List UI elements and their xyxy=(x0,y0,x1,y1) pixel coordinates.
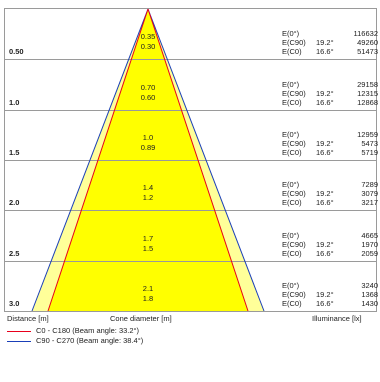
ec90-value: 3079 xyxy=(361,189,378,199)
ec0-value: 1430 xyxy=(361,298,378,308)
ec90-label: E(C90) xyxy=(282,138,306,148)
ec0-angle: 16.6° xyxy=(316,298,334,308)
ec0-label: E(C0) xyxy=(282,47,302,57)
ec0-value: 12868 xyxy=(357,97,378,107)
ec90-label: E(C90) xyxy=(282,239,306,249)
cone-c90-right-edge xyxy=(147,8,265,312)
c0-diameter-value: 0.30 xyxy=(140,42,156,52)
cone-c0-right-edge xyxy=(147,8,249,312)
legend-c90-swatch xyxy=(7,341,31,342)
ec90-label: E(C90) xyxy=(282,189,306,199)
c0-diameter-value: 1.8 xyxy=(142,293,154,303)
distance-value: 2.0 xyxy=(9,198,20,208)
distance-value: 2.5 xyxy=(9,248,20,258)
cone-c90-left-edge xyxy=(31,8,149,312)
ec0-angle: 16.6° xyxy=(316,97,334,107)
ec90-value: 49260 xyxy=(357,38,378,48)
ec90-angle: 19.2° xyxy=(316,138,334,148)
c90-diameter-value: 0.35 xyxy=(140,32,156,42)
legend-c0-text: C0 - C180 (Beam angle: 33.2°) xyxy=(36,326,140,335)
cone-diameter-label: Cone diameter [m] xyxy=(110,314,172,323)
ec90-angle: 19.2° xyxy=(316,289,334,299)
distance-axis-label: Distance [m] xyxy=(7,314,49,323)
c90-diameter-value: 1.7 xyxy=(142,233,154,243)
c90-diameter-value: 1.0 xyxy=(142,132,154,142)
ec0-angle: 16.6° xyxy=(316,198,334,208)
c90-diameter-value: 2.1 xyxy=(142,283,154,293)
ec90-label: E(C90) xyxy=(282,289,306,299)
c0-diameter-value: 1.5 xyxy=(142,243,154,253)
e0-value: 12959 xyxy=(357,129,378,139)
ec0-value: 3217 xyxy=(361,198,378,208)
e0-value: 3240 xyxy=(361,280,378,290)
e0-label: E(0°) xyxy=(282,129,300,139)
e0-label: E(0°) xyxy=(282,280,300,290)
distance-value: 0.50 xyxy=(9,47,24,57)
ec90-angle: 19.2° xyxy=(316,239,334,249)
ec0-label: E(C0) xyxy=(282,147,302,157)
c0-diameter-value: 0.60 xyxy=(140,92,156,102)
e0-value: 116632 xyxy=(353,29,378,39)
row-separators xyxy=(4,59,377,262)
ec90-label: E(C90) xyxy=(282,38,306,48)
ec0-label: E(C0) xyxy=(282,97,302,107)
c90-diameter-value: 0.70 xyxy=(140,82,156,92)
ec90-angle: 19.2° xyxy=(316,189,334,199)
ec90-angle: 19.2° xyxy=(316,38,334,48)
e0-value: 4665 xyxy=(361,230,378,240)
ec0-label: E(C0) xyxy=(282,198,302,208)
ec0-angle: 16.6° xyxy=(316,248,334,258)
ec90-angle: 19.2° xyxy=(316,88,334,98)
ec0-angle: 16.6° xyxy=(316,47,334,57)
ec90-value: 1970 xyxy=(361,239,378,249)
cone-c0-left-edge xyxy=(47,8,149,312)
distance-value: 1.5 xyxy=(9,147,20,157)
ec90-value: 12315 xyxy=(357,88,378,98)
distance-value: 3.0 xyxy=(9,298,20,308)
ec0-angle: 16.6° xyxy=(316,147,334,157)
ec0-label: E(C0) xyxy=(282,248,302,258)
distance-value: 1.0 xyxy=(9,97,20,107)
ec90-label: E(C90) xyxy=(282,88,306,98)
e0-value: 7289 xyxy=(361,180,378,190)
ec90-value: 1368 xyxy=(361,289,378,299)
c0-diameter-value: 0.89 xyxy=(140,142,156,152)
e0-value: 29158 xyxy=(357,79,378,89)
ec0-label: E(C0) xyxy=(282,298,302,308)
e0-label: E(0°) xyxy=(282,230,300,240)
illuminance-label: Illuminance [lx] xyxy=(312,314,362,323)
c90-diameter-value: 1.4 xyxy=(142,183,154,193)
legend-c0-swatch xyxy=(7,331,31,332)
ec0-value: 5719 xyxy=(361,147,378,157)
e0-label: E(0°) xyxy=(282,79,300,89)
e0-label: E(0°) xyxy=(282,29,300,39)
c0-diameter-value: 1.2 xyxy=(142,193,154,203)
ec0-value: 2059 xyxy=(361,248,378,258)
legend-c90-text: C90 - C270 (Beam angle: 38.4°) xyxy=(36,336,144,345)
e0-label: E(0°) xyxy=(282,180,300,190)
ec0-value: 51473 xyxy=(357,47,378,57)
ec90-value: 5473 xyxy=(361,138,378,148)
